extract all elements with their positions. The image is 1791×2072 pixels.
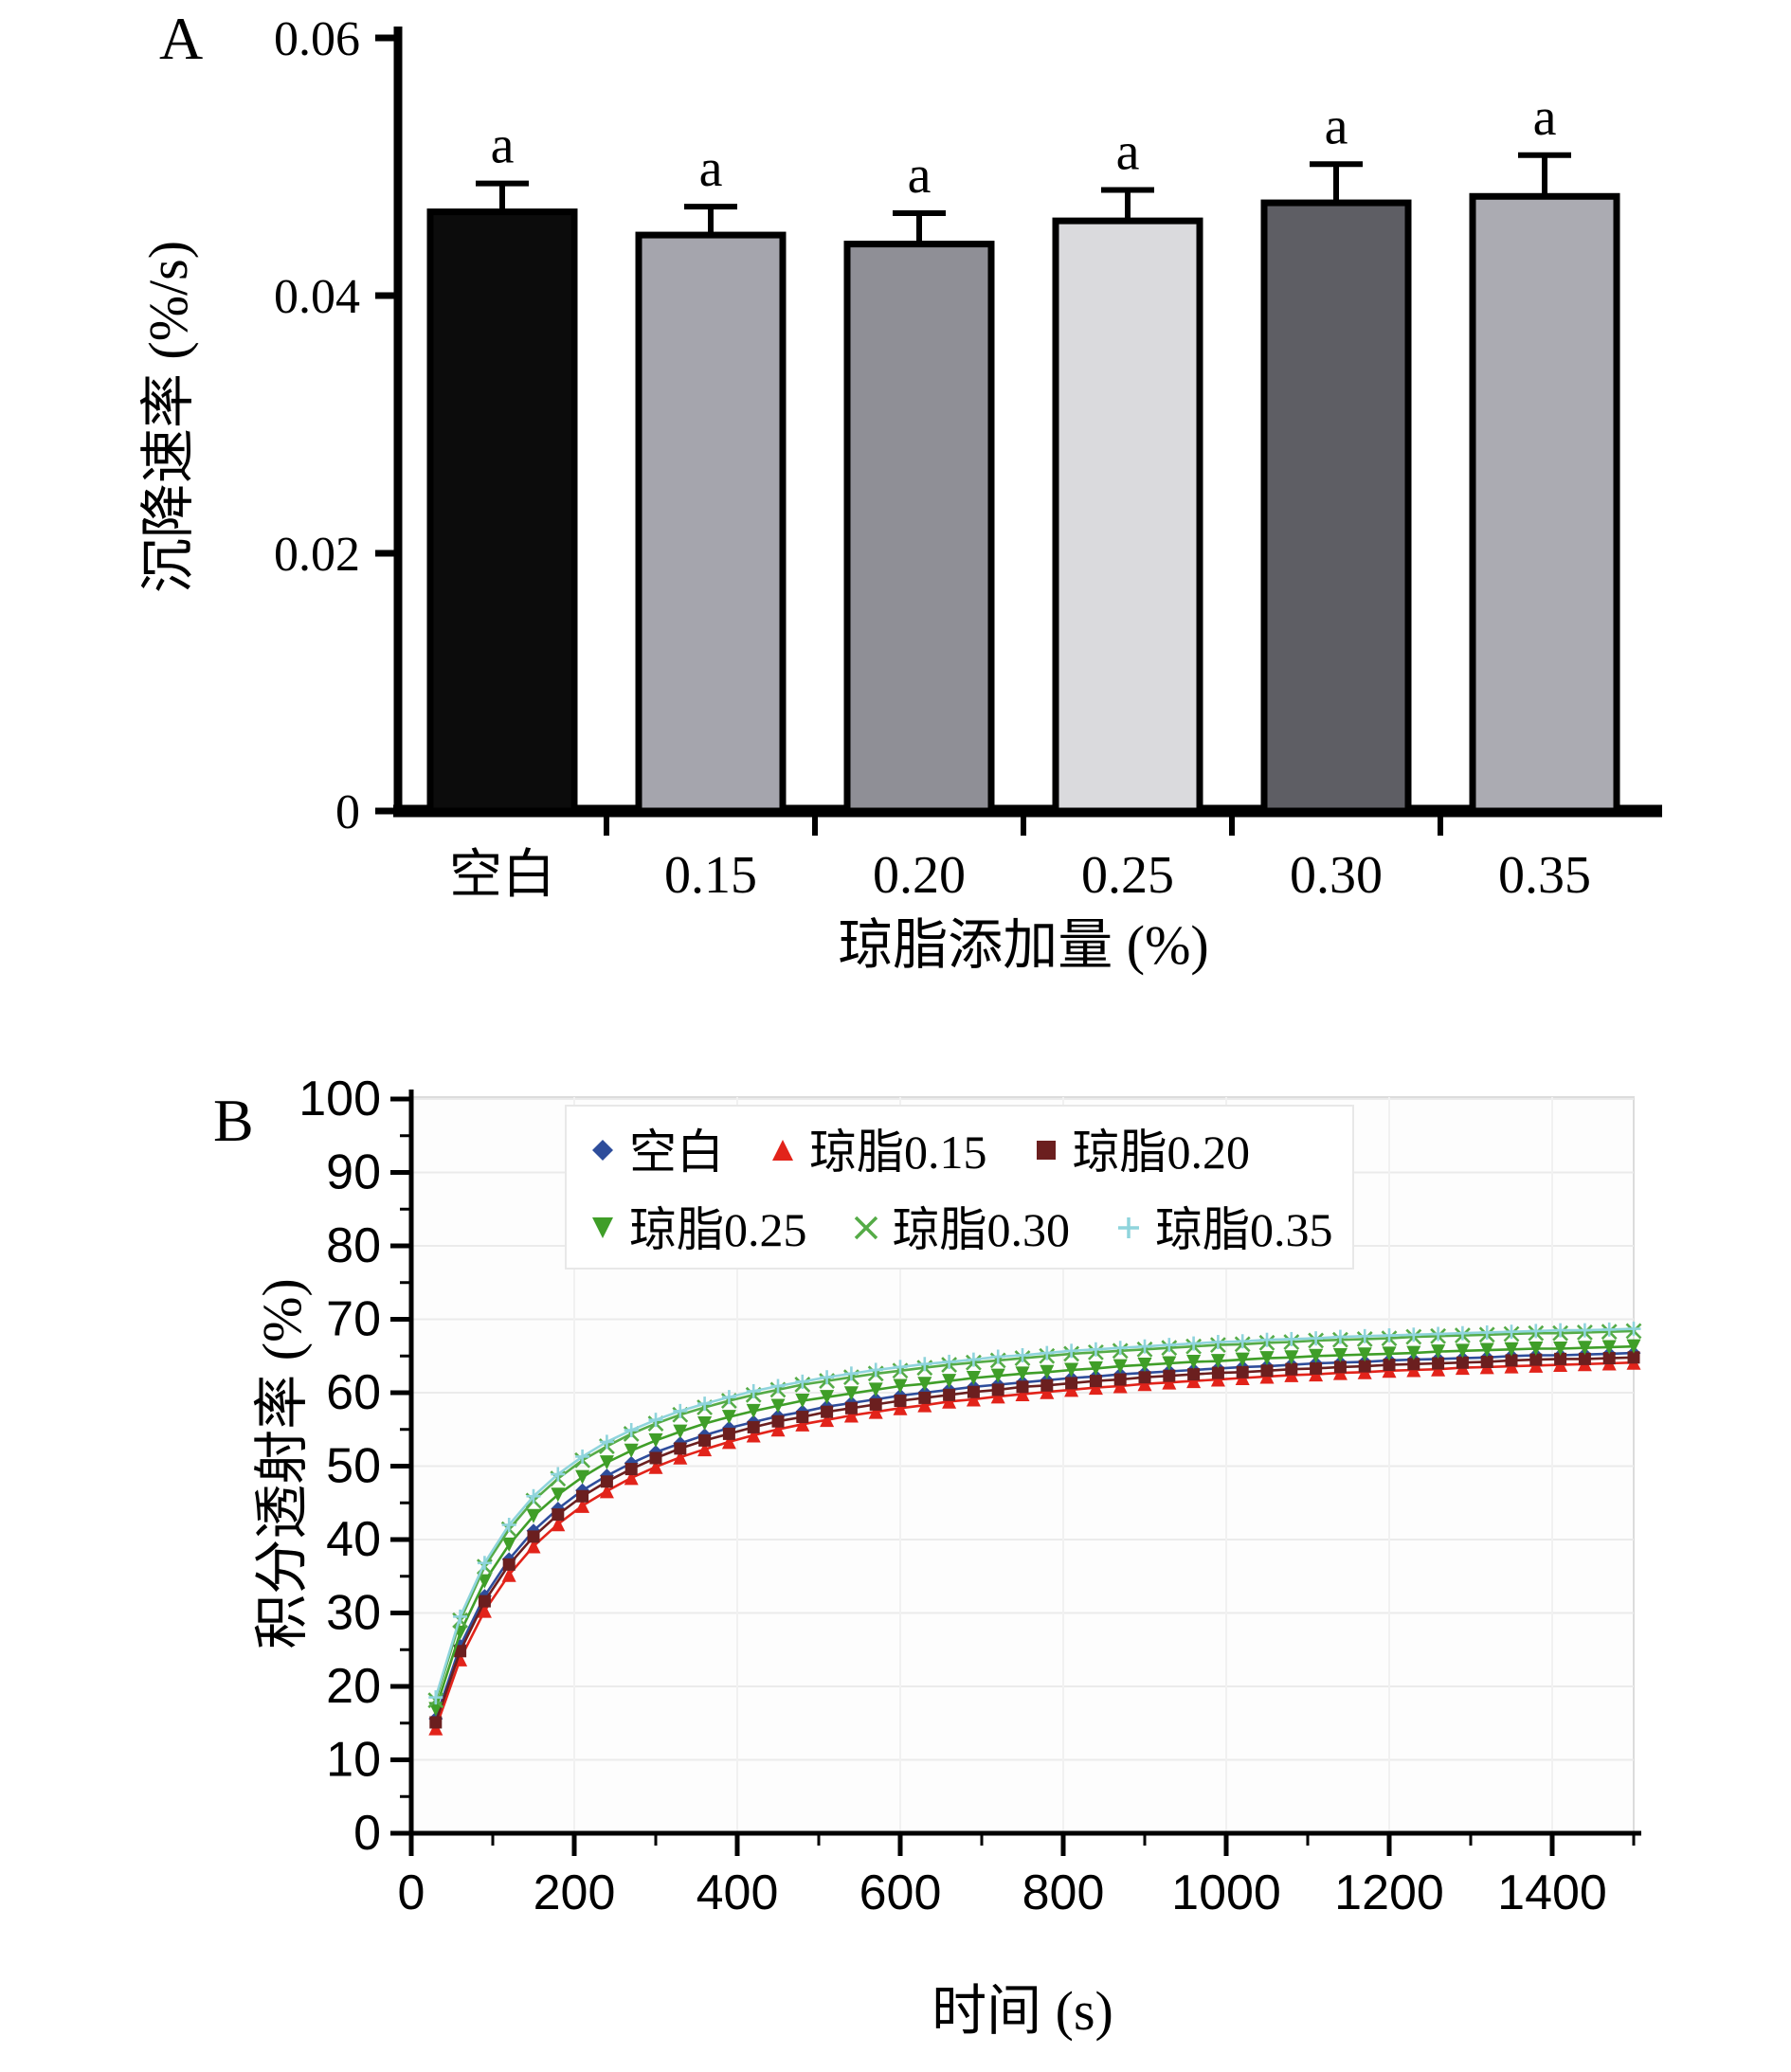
b-xtick-label: 400 [696,1865,779,1920]
a-axes: 0 0.02 0.04 0.06 [274,12,1662,839]
sig-letter: a [1325,97,1348,155]
bar-3 [1052,217,1203,815]
b-ytick-label: 90 [326,1145,381,1200]
legend-label: 琼脂0.25 [629,1203,807,1256]
legend-item-agar-015: 琼脂0.15 [766,1114,987,1182]
b-ytick-label: 50 [326,1439,381,1494]
sig-letter: a [1533,88,1557,147]
a-xtick-label: 0.30 [1290,846,1383,905]
legend-label: 琼脂0.15 [809,1126,987,1179]
legend-item-agar-035: 琼脂0.35 [1112,1192,1333,1260]
legend-item-agar-020: 琼脂0.20 [1029,1114,1251,1182]
legend-item-agar-025: 琼脂0.25 [586,1192,807,1260]
bar-5 [1469,192,1620,815]
panel-b-label: B [213,1087,254,1154]
b-ytick-label: 100 [298,1072,381,1126]
bar-4 [1260,199,1412,815]
diamond-marker-icon [592,1140,613,1161]
b-ytick-label: 0 [353,1806,381,1861]
a-ytick-label: 0.04 [274,270,360,324]
b-xtick-label: 1400 [1497,1865,1607,1920]
a-bars: a 空白 a 0.15 a 0.20 a 0.25 a 0.30 a 0.35 [426,88,1620,905]
legend-label: 琼脂0.35 [1155,1203,1333,1256]
triangle-up-marker-icon [772,1140,793,1161]
panel-a-label: A [159,5,204,72]
b-series-2 [429,1351,1640,1729]
sig-letter: a [699,139,723,198]
sedimentation-bar-chart: 0 0.02 0.04 0.06 a 空白 a 0.15 a 0.20 a 0.25 a 0.30 a 0.3… [274,12,1662,905]
b-ytick-label: 60 [326,1365,381,1420]
legend-label: 琼脂0.30 [892,1203,1071,1256]
a-ytick-label: 0.06 [274,12,360,66]
plus-marker-icon [1118,1217,1139,1238]
a-xtick-label: 0.20 [873,846,966,905]
b-series-5 [428,1322,1641,1705]
a-xtick-label: 0.25 [1081,846,1174,905]
b-ytick-label: 10 [326,1733,381,1788]
legend-label: 琼脂0.20 [1072,1126,1251,1179]
bar-0 [426,208,578,815]
b-xtick-label: 1200 [1334,1865,1444,1920]
series-line [434,1329,1635,1702]
legend: 空白 琼脂0.15 琼脂0.20 琼脂0.25 琼脂0.30 琼脂0. [565,1105,1354,1270]
square-marker-icon [1036,1141,1056,1160]
b-xtick-label: 0 [398,1865,425,1920]
legend-label: 空白 [629,1126,724,1179]
a-ytick-label: 0 [335,785,360,839]
a-xtick-label: 空白 [449,846,555,905]
legend-row-1: 空白 琼脂0.15 琼脂0.20 [586,1114,1333,1182]
b-xtick-label: 1000 [1171,1865,1281,1920]
a-xtick-label: 0.15 [664,846,757,905]
sig-letter: a [908,146,932,205]
b-ytick-label: 80 [326,1218,381,1273]
legend-item-blank: 空白 [586,1114,724,1182]
legend-item-agar-030: 琼脂0.30 [849,1192,1071,1260]
x-marker-icon [854,1216,877,1240]
bar-1 [635,231,787,815]
b-xtick-label: 600 [859,1865,942,1920]
b-ytick-label: 40 [326,1512,381,1567]
a-xtick-label: 0.35 [1498,846,1591,905]
b-ytick-label: 20 [326,1659,381,1714]
b-xtick-label: 800 [1022,1865,1105,1920]
b-xtick-label: 200 [534,1865,616,1920]
a-ytick-label: 0.02 [274,528,360,582]
b-ytick-label: 30 [326,1586,381,1641]
triangle-down-marker-icon [592,1217,613,1238]
sig-letter: a [491,117,515,175]
b-ytick-label: 70 [326,1292,381,1347]
panel-a-x-axis-title: 琼脂添加量 (%) [838,914,1209,976]
bar-2 [843,241,995,815]
panel-b-x-axis-title: 时间 (s) [932,1980,1113,2042]
legend-row-2: 琼脂0.25 琼脂0.30 琼脂0.35 [586,1192,1333,1260]
sig-letter: a [1116,122,1140,181]
